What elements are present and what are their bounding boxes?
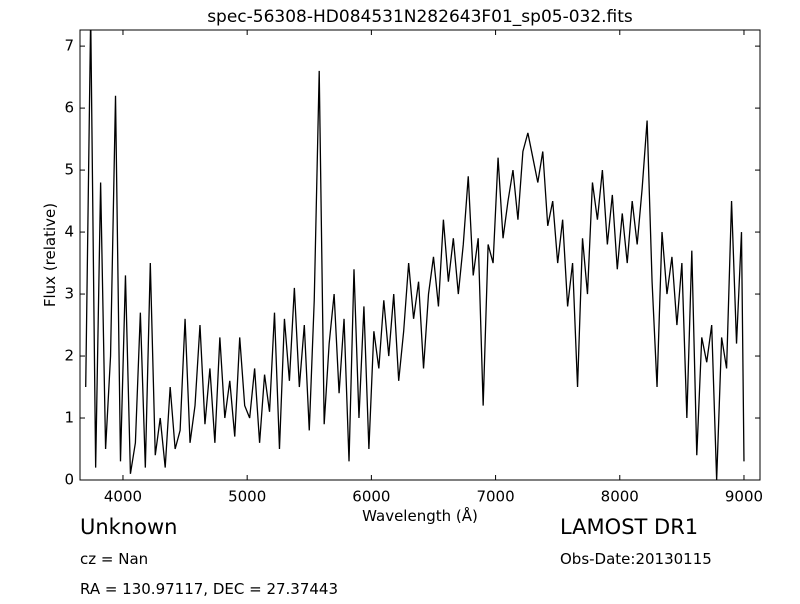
y-tick-label: 4	[64, 223, 74, 241]
y-tick-label: 2	[64, 347, 74, 365]
x-tick-label: 4000	[104, 488, 142, 506]
x-tick-label: 7000	[476, 488, 514, 506]
x-tick-label: 8000	[601, 488, 639, 506]
y-tick-label: 5	[64, 161, 74, 179]
y-tick-label: 3	[64, 285, 74, 303]
chart-title: spec-56308-HD084531N282643F01_sp05-032.f…	[207, 7, 633, 27]
x-tick-label: 6000	[352, 488, 390, 506]
y-tick-label: 6	[64, 99, 74, 117]
x-tick-label: 5000	[228, 488, 266, 506]
y-tick-label: 0	[64, 471, 74, 489]
y-axis-label: Flux (relative)	[41, 203, 59, 307]
x-axis-label: Wavelength (Å)	[362, 506, 478, 525]
obs-date: Obs-Date:20130115	[560, 550, 712, 568]
y-tick-label: 7	[64, 37, 74, 55]
coordinates: RA = 130.97117, DEC = 27.37443	[80, 580, 338, 598]
y-tick-label: 1	[64, 409, 74, 427]
redshift: cz = Nan	[80, 550, 148, 568]
x-tick-label: 9000	[725, 488, 763, 506]
plot-frame	[79, 29, 761, 481]
object-name: Unknown	[80, 515, 177, 539]
spectrum-line	[85, 30, 745, 480]
survey: LAMOST DR1	[560, 515, 698, 539]
